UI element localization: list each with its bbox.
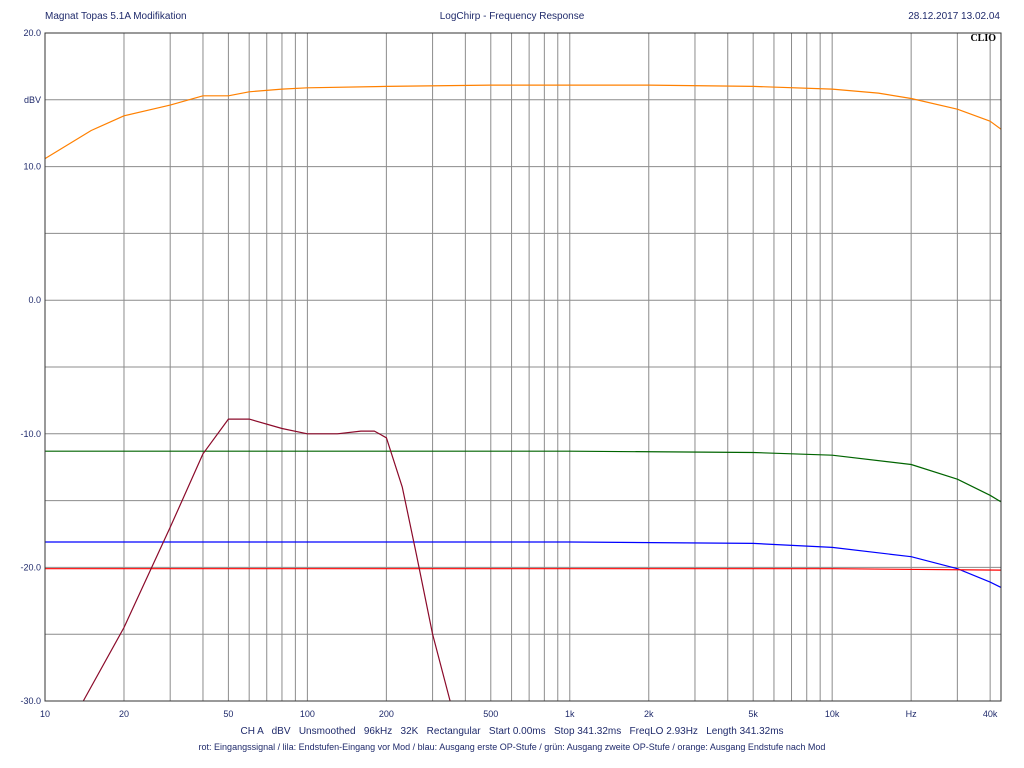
chart-title: LogChirp - Frequency Response (439, 11, 585, 22)
y-tick-label: 10.0 (23, 162, 41, 172)
x-tick-label: Hz (906, 709, 917, 719)
x-tick-label: 40k (983, 709, 998, 719)
x-tick-label: 100 (300, 709, 315, 719)
y-tick-label: -20.0 (20, 562, 41, 572)
plot-border (44, 32, 1002, 702)
y-tick-label: dBV (24, 95, 41, 105)
x-tick-label: 20 (119, 709, 129, 719)
trace-legend-note: rot: Eingangssignal / lila: Endstufen-Ei… (198, 742, 826, 752)
series-layer (44, 84, 1002, 702)
grid-layer (45, 33, 1001, 701)
series-line-2 (45, 450, 1002, 503)
y-tick-label: -30.0 (20, 696, 41, 706)
y-tick-label: 0.0 (28, 295, 41, 305)
chart-header-left: Magnat Topas 5.1A Modifikation (45, 11, 187, 22)
x-tick-label: 5k (748, 709, 758, 719)
x-tick-label: 50 (223, 709, 233, 719)
x-tick-label: 2k (644, 709, 654, 719)
clio-brand-label: CLIO (970, 33, 996, 44)
series-line-4 (45, 568, 1002, 571)
tick-label-layer: 20.0 dBV 10.0 0.0 -10.0 -20.0 -30.0 10 20 50 100 20… (20, 28, 997, 719)
measurement-settings: CH A dBV Unsmoothed 96kHz 32K Rectangula… (240, 726, 784, 737)
series-line-3 (45, 541, 1002, 588)
chart-timestamp: 28.12.2017 13.02.04 (908, 11, 1000, 22)
y-tick-label: 20.0 (23, 28, 41, 38)
x-tick-label: 10k (825, 709, 840, 719)
y-tick-label: -10.0 (20, 429, 41, 439)
series-line-5 (82, 418, 451, 702)
x-tick-label: 1k (565, 709, 575, 719)
x-tick-label: 500 (483, 709, 498, 719)
series-line-1 (44, 84, 1002, 160)
x-tick-label: 200 (379, 709, 394, 719)
x-tick-label: 10 (40, 709, 50, 719)
